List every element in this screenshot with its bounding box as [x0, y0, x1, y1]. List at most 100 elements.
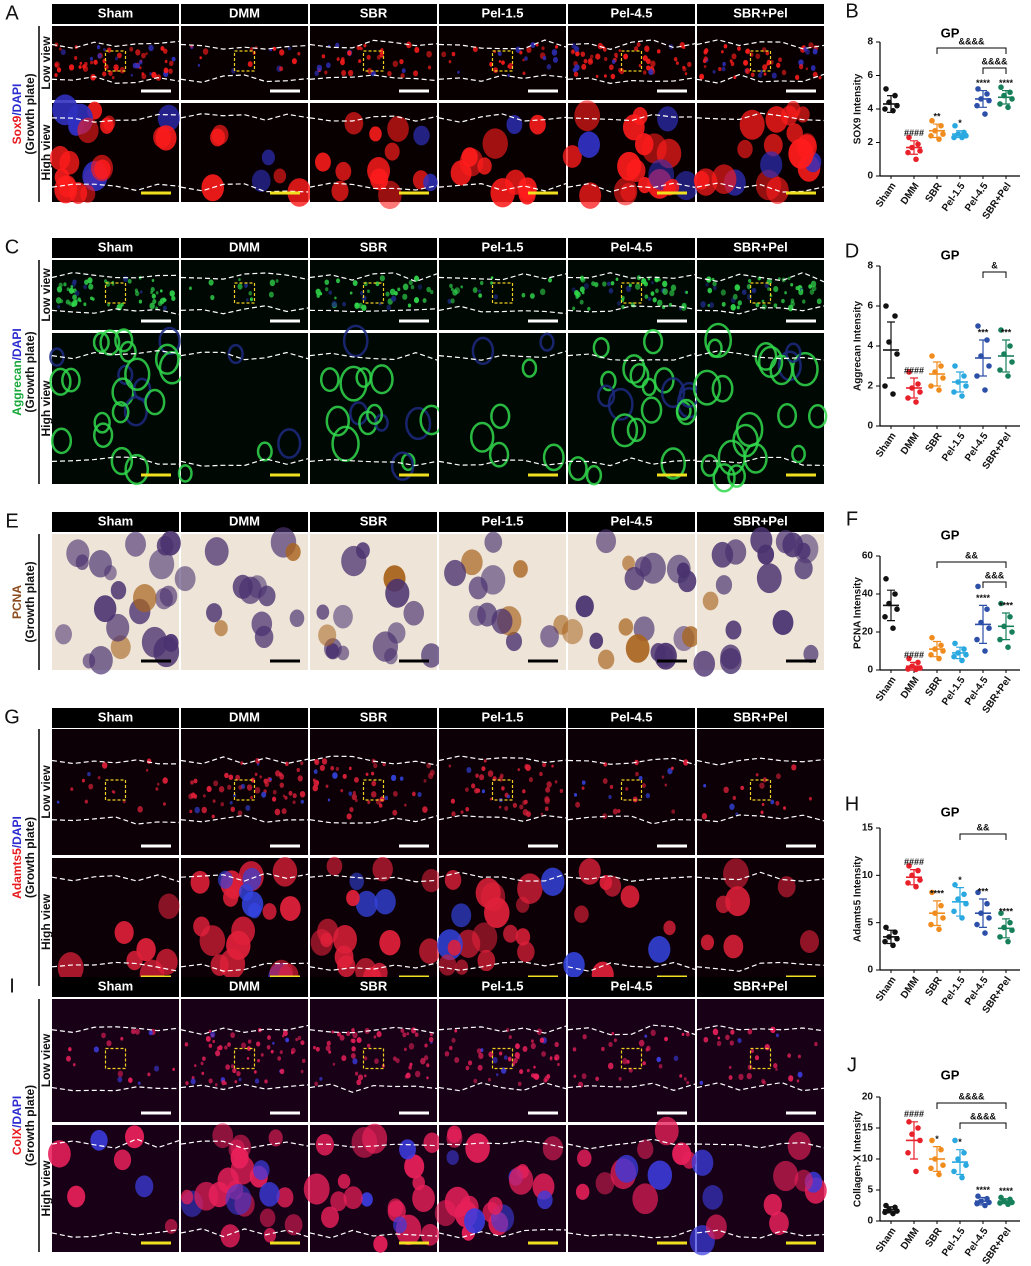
- cell: [404, 803, 407, 807]
- cell: [82, 64, 86, 69]
- cell: [633, 46, 639, 52]
- cell: [626, 417, 647, 443]
- cell: [796, 1079, 800, 1083]
- cell: [449, 283, 453, 289]
- cell: [292, 800, 296, 805]
- boundary-dashes: [51, 1138, 180, 1149]
- comparison-bracket: [959, 1122, 1007, 1129]
- cell: [474, 787, 479, 794]
- cell: [232, 1068, 237, 1074]
- cell: [351, 1046, 356, 1052]
- micrograph: [568, 999, 695, 1122]
- cell: [124, 453, 150, 486]
- cell: [587, 306, 591, 311]
- cell: [737, 46, 741, 51]
- cell: [391, 295, 397, 302]
- cell: [525, 764, 531, 772]
- data-point: [961, 373, 967, 379]
- data-point: [986, 625, 992, 631]
- cell: [79, 61, 83, 65]
- cell: [618, 618, 634, 636]
- cell: [429, 1032, 433, 1037]
- cell: [790, 282, 794, 287]
- view-label: Low view: [39, 268, 53, 322]
- comparison-bracket: [936, 47, 1007, 54]
- boundary-dashes: [567, 353, 696, 362]
- cell: [241, 1042, 246, 1049]
- cell: [812, 71, 818, 78]
- cell: [272, 789, 277, 795]
- comparison-bracket: [982, 581, 1007, 588]
- boundary-dashes: [438, 961, 567, 971]
- cell: [761, 303, 767, 310]
- cell: [612, 808, 618, 815]
- cell: [300, 799, 304, 804]
- cell: [67, 1185, 86, 1208]
- cell: [444, 559, 466, 587]
- error-bar: [910, 377, 918, 399]
- cell: [770, 799, 775, 805]
- boundary-dashes: [567, 457, 696, 467]
- significance-label: *: [958, 875, 962, 885]
- cell: [378, 180, 402, 210]
- cell: [647, 296, 652, 302]
- boundary-dashes: [180, 1140, 309, 1150]
- stain-label: PCNA: [10, 585, 24, 619]
- column-header: Pel-4.5: [611, 5, 653, 20]
- cell: [428, 772, 434, 779]
- cell: [235, 774, 240, 781]
- cell: [259, 1182, 280, 1207]
- data-point: [915, 1125, 921, 1131]
- cell: [238, 785, 243, 790]
- cell: [284, 795, 288, 800]
- cell: [314, 1081, 319, 1086]
- cell: [775, 1033, 779, 1038]
- cell: [647, 1160, 673, 1190]
- cell: [106, 1040, 112, 1047]
- column-header-bar: [568, 977, 695, 997]
- data-point: [951, 1168, 957, 1175]
- cell: [274, 808, 281, 816]
- cell: [501, 786, 505, 791]
- boundary-dashes: [51, 183, 180, 192]
- y-tick-label: 15: [862, 1123, 874, 1134]
- cell: [254, 1078, 260, 1084]
- cell: [297, 775, 303, 782]
- cell: [363, 281, 368, 287]
- cell: [346, 1031, 351, 1037]
- cell: [466, 766, 472, 773]
- cell: [324, 70, 328, 75]
- column-header: SBR+Pel: [733, 5, 788, 20]
- cell: [354, 776, 359, 783]
- boundary-dashes: [180, 272, 309, 281]
- cell: [318, 624, 337, 647]
- column-header-bar: [697, 977, 824, 997]
- cell: [194, 806, 200, 814]
- cell: [137, 1081, 141, 1085]
- cell: [237, 810, 243, 816]
- cell: [575, 801, 581, 808]
- cell: [315, 152, 331, 172]
- cell: [760, 151, 783, 179]
- data-point: [1005, 938, 1011, 945]
- data-point: [883, 86, 889, 92]
- data-point: [974, 102, 980, 109]
- cell: [409, 1062, 413, 1067]
- cell: [481, 789, 486, 794]
- cell: [157, 300, 163, 307]
- cell: [434, 1200, 457, 1227]
- cell: [82, 653, 96, 669]
- cell: [325, 405, 350, 437]
- data-point: [1009, 359, 1015, 365]
- cell: [506, 115, 523, 135]
- boundary-dashes: [180, 756, 309, 765]
- boundary-dashes: [696, 350, 825, 361]
- column-header: SBR: [360, 5, 388, 20]
- cell: [358, 59, 362, 64]
- cell: [216, 1046, 221, 1051]
- cell: [679, 42, 685, 49]
- data-point: [997, 636, 1003, 643]
- boundary-dashes: [180, 305, 309, 315]
- cell: [208, 1043, 213, 1048]
- cell: [573, 71, 579, 77]
